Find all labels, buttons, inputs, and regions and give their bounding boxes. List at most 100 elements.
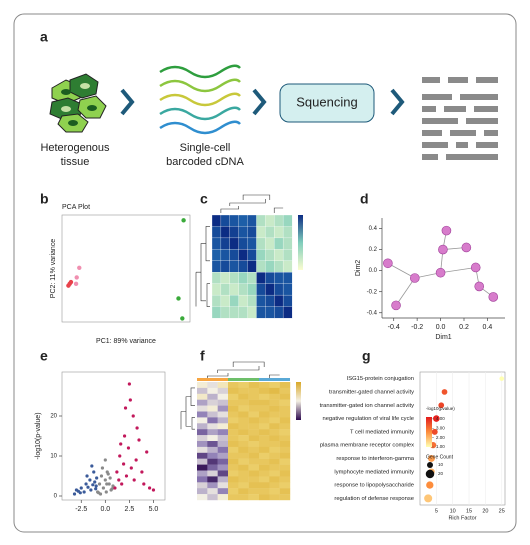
bubble	[426, 481, 434, 489]
heat-cell	[207, 494, 218, 501]
heat-cell	[248, 382, 260, 389]
panel-label: g	[362, 348, 371, 364]
heat-cell	[248, 464, 260, 471]
point	[122, 462, 126, 466]
point	[86, 485, 90, 489]
heat-cell	[197, 452, 208, 459]
point	[181, 218, 186, 223]
heat-cell	[248, 411, 260, 418]
point	[103, 478, 107, 482]
bubble	[428, 455, 435, 462]
heat-cell	[228, 452, 239, 459]
point	[82, 490, 86, 494]
point	[103, 458, 107, 462]
heat-cell	[282, 237, 293, 250]
heat-cell	[279, 476, 291, 483]
heat-cell	[238, 435, 249, 442]
heat-cell	[217, 452, 229, 459]
point	[79, 486, 83, 490]
heat-cell	[269, 441, 280, 448]
heat-cell	[247, 294, 257, 307]
heat-cell	[207, 399, 218, 406]
heat-cell	[274, 226, 284, 239]
heat-cell	[207, 482, 218, 489]
heat-cell	[217, 482, 229, 489]
heat-cell	[282, 260, 293, 273]
heat-cell	[248, 494, 260, 501]
point	[89, 488, 93, 492]
x-tick-label: 0.4	[483, 324, 493, 331]
category-label: transmitter-gated channel activity	[329, 389, 414, 395]
heat-cell	[282, 283, 293, 296]
panel-label: a	[40, 29, 48, 45]
heat-cell	[282, 306, 293, 319]
heat-cell	[228, 417, 239, 424]
legend-label: 10	[438, 462, 444, 467]
heat-cell	[207, 435, 218, 442]
point	[108, 476, 112, 480]
heat-cell	[265, 249, 275, 262]
heat-cell	[279, 382, 291, 389]
heat-cell	[211, 249, 222, 262]
heat-cell	[228, 387, 239, 394]
heat-cell	[279, 494, 291, 501]
point	[91, 483, 95, 487]
heat-cell	[229, 294, 240, 307]
heat-cell	[248, 423, 260, 430]
heat-cell	[197, 423, 208, 430]
heat-cell	[274, 237, 284, 250]
heat-cell	[217, 464, 229, 471]
heat-cell	[238, 446, 249, 453]
group-bar	[228, 378, 259, 381]
heat-cell	[269, 393, 280, 400]
heat-cell	[217, 405, 229, 412]
heat-cell	[259, 393, 270, 400]
heat-cell	[274, 249, 284, 262]
heat-cell	[228, 429, 239, 436]
heat-cell	[256, 260, 266, 273]
heat-cell	[259, 446, 270, 453]
heat-cell	[197, 382, 208, 389]
x-axis-label: Rich Factor	[448, 515, 476, 521]
point	[129, 466, 133, 470]
bubble	[441, 389, 448, 395]
heat-cell	[259, 476, 270, 483]
x-tick-label: 0.0	[100, 506, 110, 513]
panel-label: f	[200, 348, 205, 364]
heat-cell	[274, 306, 284, 319]
point	[488, 292, 499, 302]
heat-cell	[217, 399, 229, 406]
heat-cell	[207, 452, 218, 459]
legend-tick-label: 4.00	[436, 416, 445, 421]
heat-cell	[228, 423, 239, 430]
heat-cell	[279, 417, 291, 424]
y-tick-label: 0.0	[369, 268, 378, 274]
y-axis-label: Dim2	[355, 260, 362, 276]
heat-cell	[259, 494, 270, 501]
heat-cell	[256, 272, 266, 285]
heat-cell	[207, 387, 218, 394]
chart-title: PCA Plot	[62, 204, 90, 211]
y-tick-label: 10	[50, 454, 57, 460]
heat-cell	[279, 488, 291, 495]
category-label: response to lipopolysaccharide	[334, 483, 414, 489]
point	[77, 265, 82, 270]
dendrogram	[180, 387, 195, 430]
dendrogram	[220, 194, 284, 213]
heat-cell	[207, 429, 218, 436]
heat-cell	[211, 283, 222, 296]
heat-cell	[228, 411, 239, 418]
point	[88, 478, 92, 482]
heat-cell	[279, 393, 291, 400]
heat-cell	[279, 470, 291, 477]
x-axis-label: Dim1	[435, 334, 451, 341]
point	[90, 464, 94, 468]
heat-cell	[247, 237, 257, 250]
heat-cell	[259, 423, 270, 430]
heat-cell	[238, 399, 249, 406]
heat-cell	[197, 435, 208, 442]
heat-cell	[279, 435, 291, 442]
heat-cell	[282, 272, 293, 285]
x-tick-label: 5.0	[149, 506, 159, 513]
heat-cell	[228, 482, 239, 489]
